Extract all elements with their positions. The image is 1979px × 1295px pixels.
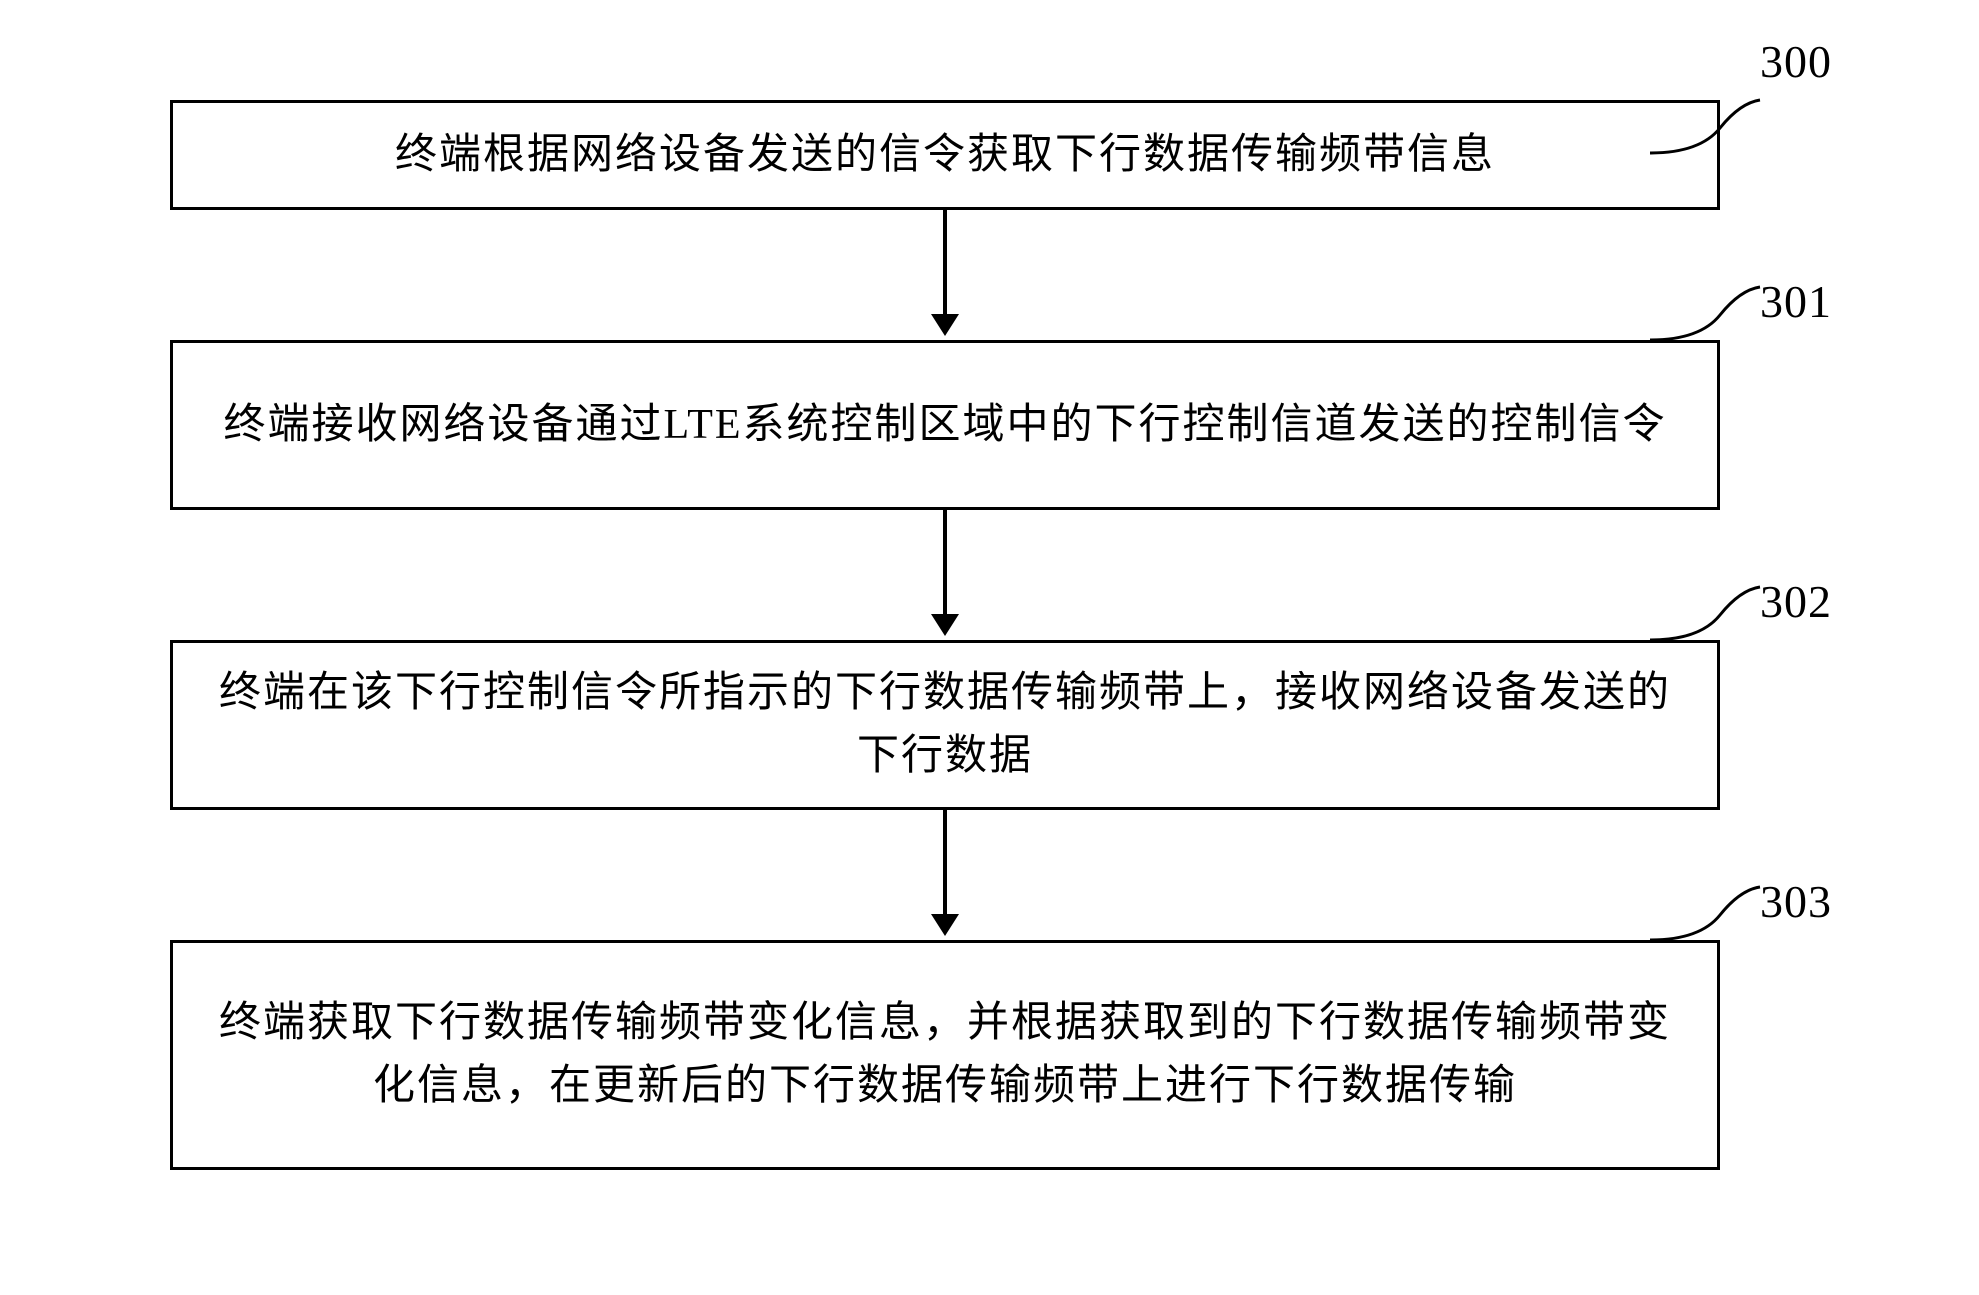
flow-node-text: 终端接收网络设备通过LTE系统控制区域中的下行控制信道发送的控制信令 bbox=[223, 394, 1666, 457]
flow-arrow bbox=[931, 810, 959, 936]
flow-node-302: 终端在该下行控制信令所指示的下行数据传输频带上，接收网络设备发送的下行数据 bbox=[170, 640, 1720, 810]
flow-arrow bbox=[931, 210, 959, 336]
flow-label-300: 300 bbox=[1760, 35, 1832, 88]
flow-node-text: 终端根据网络设备发送的信令获取下行数据传输频带信息 bbox=[395, 124, 1495, 187]
callout-303 bbox=[1650, 885, 1760, 950]
flow-label-301: 301 bbox=[1760, 275, 1832, 328]
callout-301 bbox=[1650, 285, 1760, 350]
flow-label-302: 302 bbox=[1760, 575, 1832, 628]
flow-label-303: 303 bbox=[1760, 875, 1832, 928]
flow-node-text: 终端获取下行数据传输频带变化信息，并根据获取到的下行数据传输频带变化信息，在更新… bbox=[213, 992, 1677, 1118]
flow-node-text: 终端在该下行控制信令所指示的下行数据传输频带上，接收网络设备发送的下行数据 bbox=[213, 662, 1677, 788]
flow-arrow bbox=[931, 510, 959, 636]
callout-300 bbox=[1650, 98, 1760, 163]
flow-node-303: 终端获取下行数据传输频带变化信息，并根据获取到的下行数据传输频带变化信息，在更新… bbox=[170, 940, 1720, 1170]
callout-302 bbox=[1650, 585, 1760, 650]
flow-node-300: 终端根据网络设备发送的信令获取下行数据传输频带信息 bbox=[170, 100, 1720, 210]
flow-node-301: 终端接收网络设备通过LTE系统控制区域中的下行控制信道发送的控制信令 bbox=[170, 340, 1720, 510]
